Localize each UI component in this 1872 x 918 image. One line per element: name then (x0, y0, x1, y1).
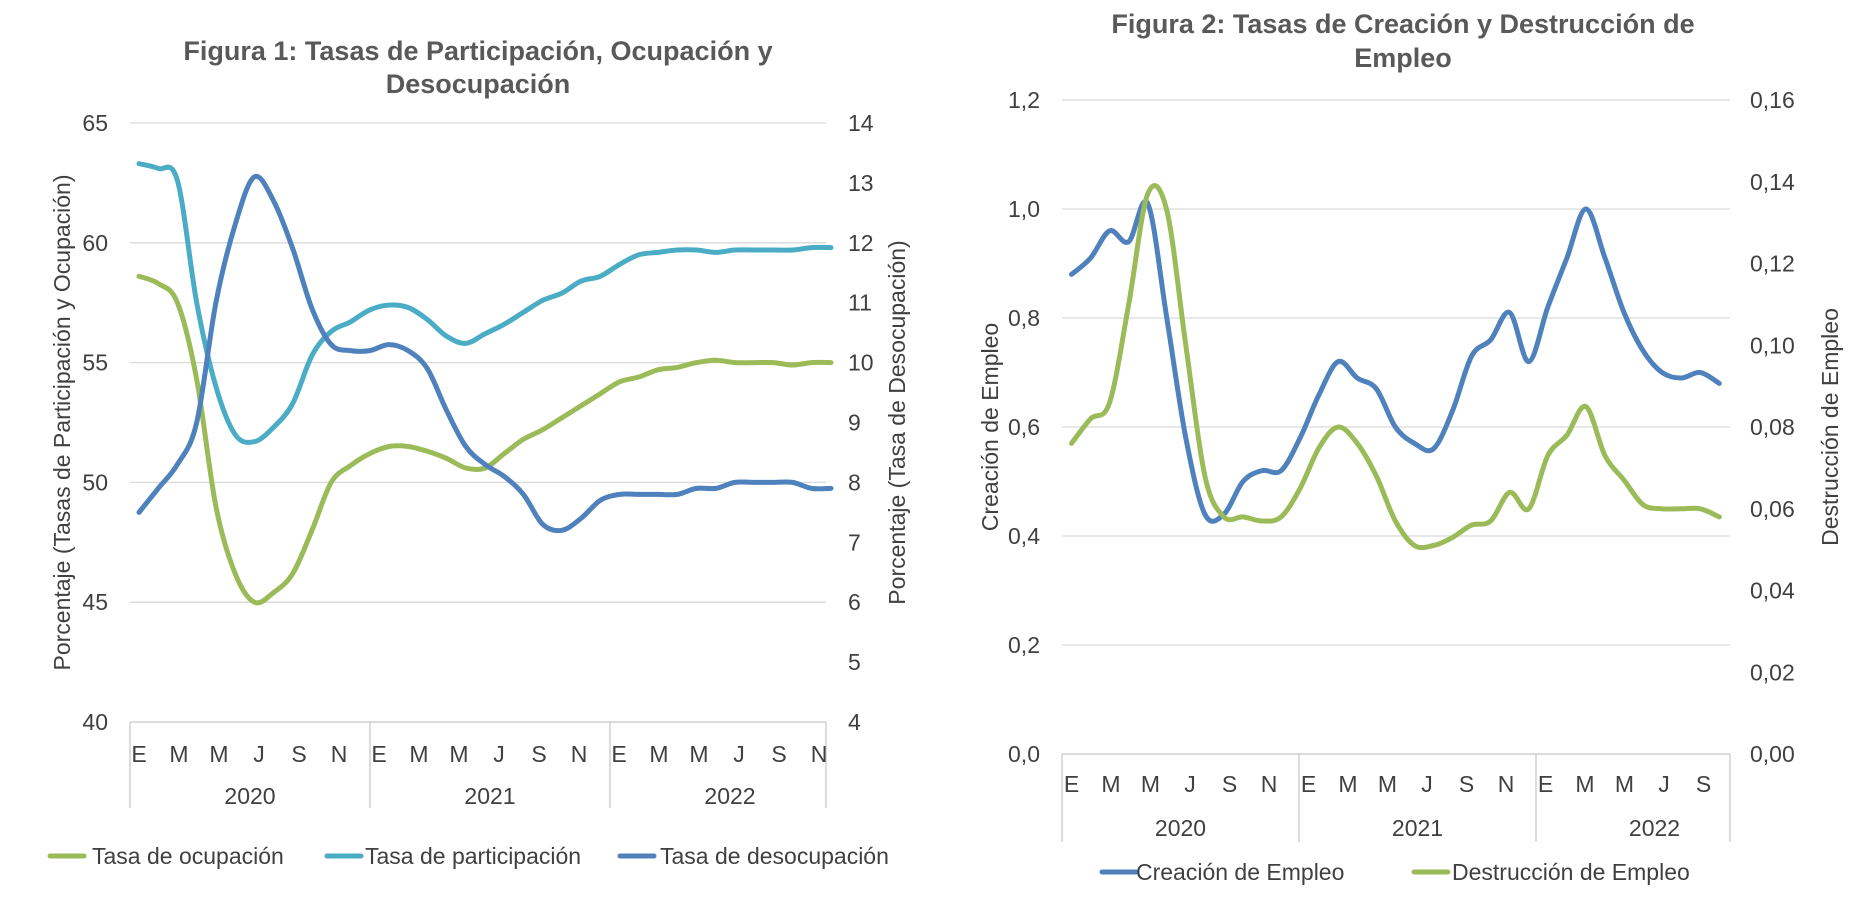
y2-tick-label: 0,12 (1750, 251, 1795, 277)
y2-axis-title: Porcentaje (Tasa de Desocupación) (884, 240, 910, 604)
x-year-label: 2022 (1629, 815, 1680, 841)
y2-tick-label: 0,10 (1750, 332, 1795, 358)
x-month-label: N (571, 741, 588, 767)
y-tick-label: 55 (82, 350, 108, 376)
y2-tick-label: 0,02 (1750, 659, 1795, 685)
y2-tick-label: 4 (848, 709, 861, 735)
legend-label: Tasa de ocupación (92, 843, 284, 869)
chart-2: Figura 2: Tasas de Creación y Destrucció… (977, 9, 1843, 885)
y-tick-label: 0,6 (1008, 414, 1040, 440)
x-month-label: M (1378, 771, 1397, 797)
y2-tick-label: 8 (848, 469, 861, 495)
x-month-label: N (1498, 771, 1515, 797)
x-month-label: M (1338, 771, 1357, 797)
y2-tick-label: 0,00 (1750, 741, 1795, 767)
x-month-label: J (253, 741, 265, 767)
series-line-1 (1069, 198, 1722, 524)
x-month-label: M (1141, 771, 1160, 797)
y2-tick-label: 14 (848, 110, 874, 136)
legend-label: Tasa de participación (365, 843, 581, 869)
y2-tick-label: 7 (848, 529, 861, 555)
series-line-2 (136, 161, 834, 445)
x-month-label: M (1575, 771, 1594, 797)
x-month-label: J (1421, 771, 1433, 797)
x-month-label: M (409, 741, 428, 767)
legend-label: Tasa de desocupación (660, 843, 889, 869)
series-line-2 (1069, 183, 1722, 551)
x-month-label: S (1459, 771, 1474, 797)
x-year-label: 2020 (224, 783, 275, 809)
y-axis-title: Creación de Empleo (977, 323, 1003, 531)
y2-tick-label: 0,06 (1750, 496, 1795, 522)
x-month-label: E (611, 741, 626, 767)
x-month-label: N (1261, 771, 1278, 797)
y-axis-title: Porcentaje (Tasas de Participación y Ocu… (49, 174, 75, 670)
x-month-label: J (1184, 771, 1196, 797)
y2-tick-label: 13 (848, 170, 874, 196)
y2-tick-label: 0,14 (1750, 169, 1795, 195)
x-month-label: E (1301, 771, 1316, 797)
y-tick-label: 65 (82, 110, 108, 136)
y2-tick-label: 0,08 (1750, 414, 1795, 440)
x-month-label: M (649, 741, 668, 767)
y2-tick-label: 0,04 (1750, 578, 1795, 604)
y2-tick-label: 0,16 (1750, 87, 1795, 113)
y2-tick-label: 12 (848, 230, 874, 256)
chart-1: Figura 1: Tasas de Participación, Ocupac… (47, 36, 910, 869)
y-tick-label: 0,8 (1008, 305, 1040, 331)
series-line-3 (136, 173, 834, 534)
series-line-1 (136, 273, 834, 606)
x-month-label: N (811, 741, 828, 767)
legend-label: Creación de Empleo (1136, 859, 1344, 885)
x-month-label: M (1615, 771, 1634, 797)
x-month-label: J (733, 741, 745, 767)
x-month-label: S (771, 741, 786, 767)
x-month-label: J (493, 741, 505, 767)
x-month-label: M (169, 741, 188, 767)
x-month-label: S (1696, 771, 1711, 797)
y-tick-label: 0,0 (1008, 741, 1040, 767)
y2-tick-label: 6 (848, 589, 861, 615)
y-tick-label: 45 (82, 589, 108, 615)
y-tick-label: 1,0 (1008, 196, 1040, 222)
x-month-label: S (1222, 771, 1237, 797)
y-tick-label: 60 (82, 230, 108, 256)
x-month-label: N (331, 741, 348, 767)
y2-tick-label: 5 (848, 649, 861, 675)
x-month-label: M (1101, 771, 1120, 797)
y2-tick-label: 9 (848, 410, 861, 436)
x-month-label: E (1064, 771, 1079, 797)
chart-title: Desocupación (386, 69, 571, 99)
x-year-label: 2022 (704, 783, 755, 809)
y-tick-label: 50 (82, 469, 108, 495)
y-tick-label: 0,4 (1008, 523, 1040, 549)
x-month-label: M (209, 741, 228, 767)
x-month-label: E (371, 741, 386, 767)
legend-label: Destrucción de Empleo (1452, 859, 1690, 885)
x-month-label: J (1658, 771, 1670, 797)
y-tick-label: 0,2 (1008, 632, 1040, 658)
y-tick-label: 40 (82, 709, 108, 735)
chart-title: Figura 1: Tasas de Participación, Ocupac… (183, 36, 772, 66)
x-month-label: E (131, 741, 146, 767)
x-month-label: M (689, 741, 708, 767)
chart-title: Figura 2: Tasas de Creación y Destrucció… (1111, 9, 1694, 39)
y2-tick-label: 11 (848, 290, 872, 316)
x-month-label: S (531, 741, 546, 767)
x-year-label: 2021 (1392, 815, 1443, 841)
x-year-label: 2020 (1155, 815, 1206, 841)
x-month-label: S (291, 741, 306, 767)
y-tick-label: 1,2 (1008, 87, 1040, 113)
x-month-label: E (1538, 771, 1553, 797)
chart-title: Empleo (1354, 43, 1452, 73)
y2-axis-title: Destrucción de Empleo (1817, 308, 1843, 546)
y2-tick-label: 10 (848, 350, 874, 376)
x-month-label: M (449, 741, 468, 767)
x-year-label: 2021 (464, 783, 515, 809)
